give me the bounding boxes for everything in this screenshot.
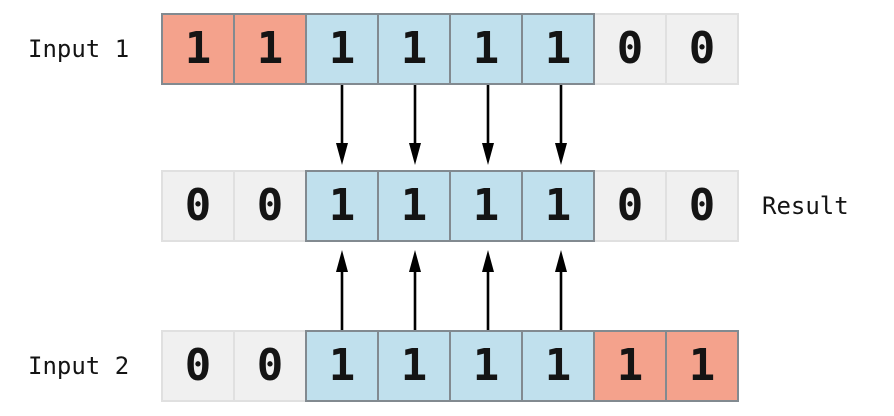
down-arrows-group [305,85,597,165]
bit-cell: 1 [377,13,451,85]
bit-cell: 1 [665,330,739,402]
bit-cell: 1 [521,13,595,85]
bit-cell: 1 [377,330,451,402]
down-arrow-column [305,85,378,165]
up-arrow-icon [481,250,494,330]
bit-cell: 0 [233,330,307,402]
up-arrows-group [305,250,597,330]
down-arrow-icon [481,85,494,165]
arrow-head [554,250,567,272]
up-arrow-icon [408,250,421,330]
input2-row: 0 0 1 1 1 1 1 1 [161,330,739,402]
arrow-head [408,250,421,272]
down-arrow-icon [335,85,348,165]
bit-cell: 1 [449,13,523,85]
result-label: Result [762,192,849,220]
bit-cell: 1 [377,170,451,242]
bit-cell: 1 [521,170,595,242]
arrow-head [554,143,567,165]
up-arrow-icon [335,250,348,330]
up-arrow-icon [554,250,567,330]
bit-cell: 1 [233,13,307,85]
result-row: 0 0 1 1 1 1 0 0 [161,170,739,242]
down-arrow-column [451,85,524,165]
arrow-head [481,143,494,165]
bit-cell: 1 [161,13,235,85]
bit-cell: 0 [593,170,667,242]
bit-cell: 1 [593,330,667,402]
bit-cell: 0 [233,170,307,242]
down-arrow-icon [554,85,567,165]
bit-cell: 1 [305,13,379,85]
bit-cell: 0 [593,13,667,85]
bit-cell: 1 [521,330,595,402]
up-arrow-column [451,250,524,330]
up-arrow-column [378,250,451,330]
down-arrow-icon [408,85,421,165]
arrow-head [481,250,494,272]
bit-cell: 0 [665,13,739,85]
bit-cell: 1 [305,330,379,402]
input2-label: Input 2 [28,352,130,380]
bit-cell: 1 [305,170,379,242]
down-arrow-column [524,85,597,165]
down-arrow-column [378,85,451,165]
bit-cell: 0 [665,170,739,242]
arrow-head [335,250,348,272]
bit-cell: 0 [161,330,235,402]
bit-cell: 1 [449,170,523,242]
input1-row: 1 1 1 1 1 1 0 0 [161,13,739,85]
input1-label: Input 1 [28,35,130,63]
arrow-head [408,143,421,165]
arrow-head [335,143,348,165]
bit-cell: 0 [161,170,235,242]
bit-cell: 1 [449,330,523,402]
up-arrow-column [524,250,597,330]
up-arrow-column [305,250,378,330]
